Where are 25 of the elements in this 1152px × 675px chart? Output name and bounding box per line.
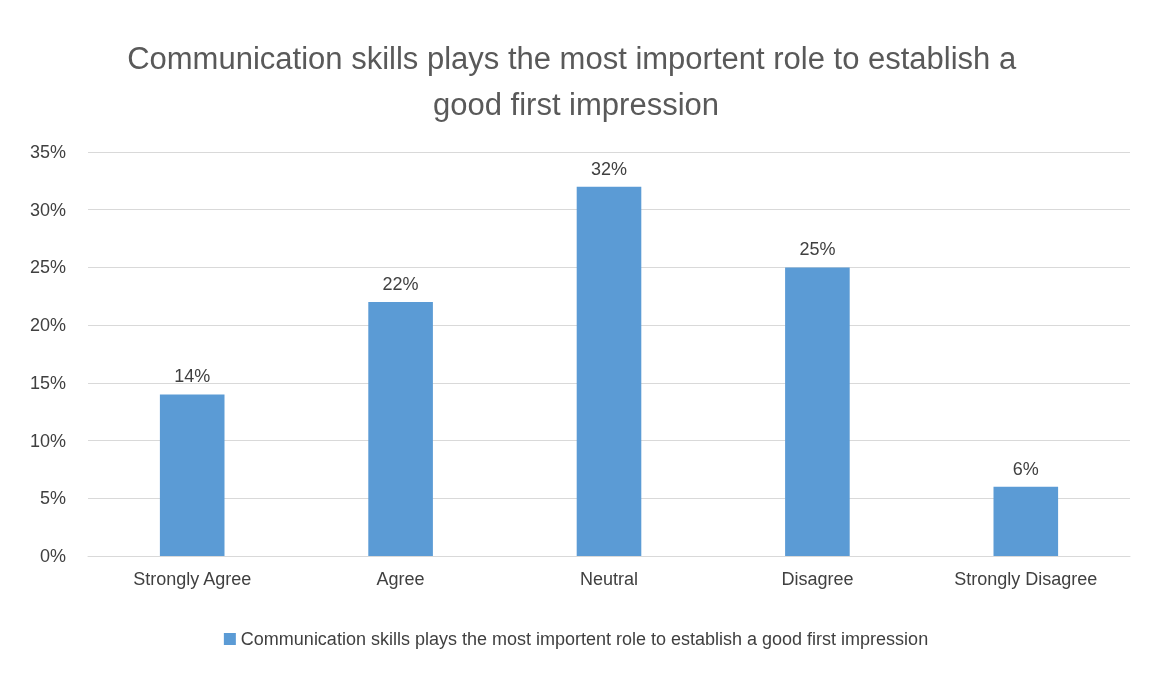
data-label: 22% bbox=[382, 274, 419, 295]
legend-label: Communication skills plays the most importent role to establish a good first impression bbox=[240, 629, 929, 649]
x-tick-label: Disagree bbox=[781, 569, 854, 589]
y-tick-label: 30% bbox=[29, 199, 66, 220]
data-label: 32% bbox=[590, 158, 628, 179]
bar bbox=[993, 486, 1059, 556]
y-tick-label: 5% bbox=[39, 488, 66, 509]
bar bbox=[368, 302, 433, 556]
x-tick-label: Strongly Disagree bbox=[954, 569, 1098, 589]
x-tick-label: Neutral bbox=[579, 569, 639, 589]
chart-title: Communication skills plays the most importent role to establish a good first impression bbox=[127, 40, 1025, 122]
y-tick-label: 25% bbox=[29, 257, 66, 278]
y-tick-label: 20% bbox=[29, 315, 66, 336]
y-tick-label: 0% bbox=[39, 546, 66, 566]
y-tick-label: 10% bbox=[29, 430, 66, 451]
data-label: 25% bbox=[799, 239, 836, 260]
data-label: 14% bbox=[174, 366, 211, 387]
data-label: 6% bbox=[1012, 458, 1039, 479]
x-tick-label: Strongly Agree bbox=[133, 569, 252, 589]
bar bbox=[159, 394, 225, 556]
bar bbox=[576, 186, 642, 556]
bar bbox=[785, 267, 850, 556]
y-tick-label: 15% bbox=[29, 372, 66, 393]
y-tick-label: 35% bbox=[29, 142, 66, 162]
x-tick-label: Agree bbox=[376, 569, 425, 589]
